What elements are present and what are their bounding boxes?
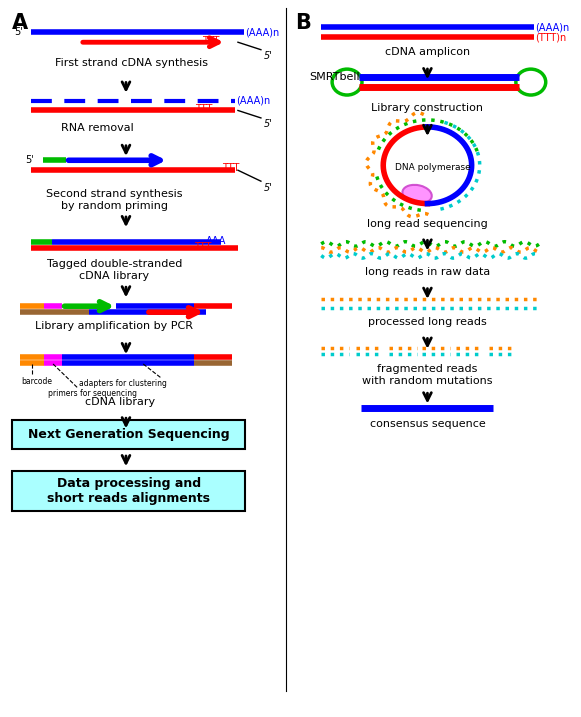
Text: Library amplification by PCR: Library amplification by PCR bbox=[35, 321, 193, 331]
Text: barcode: barcode bbox=[21, 377, 52, 386]
Text: cDNA library: cDNA library bbox=[85, 397, 155, 407]
Text: SMRTbell: SMRTbell bbox=[310, 72, 360, 82]
Text: Next Generation Sequencing: Next Generation Sequencing bbox=[28, 428, 229, 441]
Text: long read sequencing: long read sequencing bbox=[367, 219, 488, 229]
Text: TTT: TTT bbox=[202, 37, 219, 46]
Text: cDNA amplicon: cDNA amplicon bbox=[385, 47, 470, 57]
Text: DNA polymerase: DNA polymerase bbox=[395, 163, 471, 172]
Text: Tagged double-stranded
cDNA library: Tagged double-stranded cDNA library bbox=[47, 260, 182, 281]
Text: fragmented reads
with random mutations: fragmented reads with random mutations bbox=[362, 364, 493, 386]
FancyBboxPatch shape bbox=[12, 420, 245, 449]
Text: processed long reads: processed long reads bbox=[368, 317, 487, 327]
Text: B: B bbox=[295, 14, 311, 34]
FancyBboxPatch shape bbox=[12, 470, 245, 511]
Text: First strand cDNA synthesis: First strand cDNA synthesis bbox=[55, 58, 208, 68]
Text: (AAA)n: (AAA)n bbox=[245, 27, 279, 37]
Text: Library construction: Library construction bbox=[371, 103, 483, 113]
Text: consensus sequence: consensus sequence bbox=[370, 419, 485, 429]
Text: long reads in raw data: long reads in raw data bbox=[365, 267, 490, 277]
Text: RNA removal: RNA removal bbox=[61, 123, 134, 133]
Text: (AAA)n: (AAA)n bbox=[236, 95, 271, 105]
Text: TTT: TTT bbox=[193, 242, 211, 252]
Text: Data processing and
short reads alignments: Data processing and short reads alignmen… bbox=[47, 477, 210, 505]
Text: Second strand synthesis
by random priming: Second strand synthesis by random primin… bbox=[46, 189, 183, 211]
Text: 5': 5' bbox=[264, 51, 272, 61]
Text: TTT: TTT bbox=[223, 163, 240, 174]
Text: A: A bbox=[12, 14, 28, 34]
Text: primers for sequencing: primers for sequencing bbox=[48, 389, 138, 398]
Text: 5': 5' bbox=[264, 120, 272, 130]
Text: AAA: AAA bbox=[206, 237, 227, 247]
Ellipse shape bbox=[403, 185, 432, 204]
Text: 5': 5' bbox=[14, 27, 23, 37]
Text: 5': 5' bbox=[264, 183, 272, 193]
Text: TTT: TTT bbox=[195, 105, 212, 115]
Text: (AAA)n: (AAA)n bbox=[535, 22, 569, 32]
Text: adapters for clustering: adapters for clustering bbox=[79, 379, 167, 388]
Text: 5': 5' bbox=[26, 156, 34, 166]
Text: (TTT)n: (TTT)n bbox=[535, 32, 566, 42]
